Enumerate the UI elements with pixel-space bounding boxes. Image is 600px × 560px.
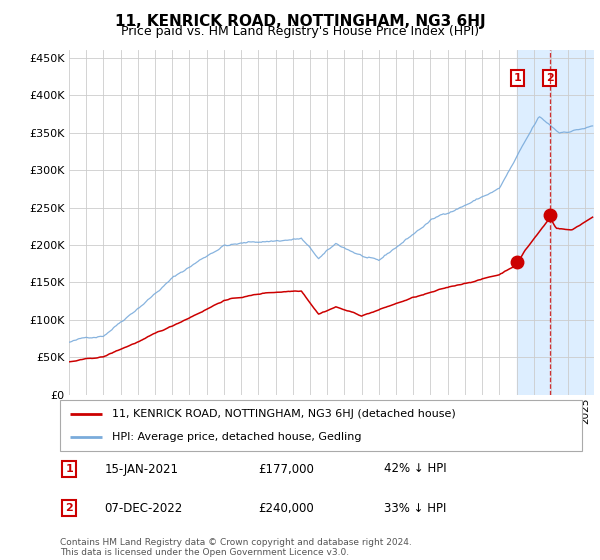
Text: 42% ↓ HPI: 42% ↓ HPI (383, 463, 446, 475)
Text: 2: 2 (546, 73, 553, 83)
Text: 11, KENRICK ROAD, NOTTINGHAM, NG3 6HJ (detached house): 11, KENRICK ROAD, NOTTINGHAM, NG3 6HJ (d… (112, 409, 456, 419)
Text: Contains HM Land Registry data © Crown copyright and database right 2024.
This d: Contains HM Land Registry data © Crown c… (60, 538, 412, 557)
Text: Price paid vs. HM Land Registry's House Price Index (HPI): Price paid vs. HM Land Registry's House … (121, 25, 479, 38)
Text: 1: 1 (514, 73, 521, 83)
Text: 07-DEC-2022: 07-DEC-2022 (104, 502, 182, 515)
Text: 11, KENRICK ROAD, NOTTINGHAM, NG3 6HJ: 11, KENRICK ROAD, NOTTINGHAM, NG3 6HJ (115, 14, 485, 29)
Text: 2: 2 (65, 503, 73, 513)
Text: £240,000: £240,000 (259, 502, 314, 515)
Text: 33% ↓ HPI: 33% ↓ HPI (383, 502, 446, 515)
Text: 15-JAN-2021: 15-JAN-2021 (104, 463, 178, 475)
Text: £177,000: £177,000 (259, 463, 314, 475)
Text: 1: 1 (65, 464, 73, 474)
FancyBboxPatch shape (60, 400, 582, 451)
Bar (517, 50, 594, 395)
Text: HPI: Average price, detached house, Gedling: HPI: Average price, detached house, Gedl… (112, 432, 362, 442)
